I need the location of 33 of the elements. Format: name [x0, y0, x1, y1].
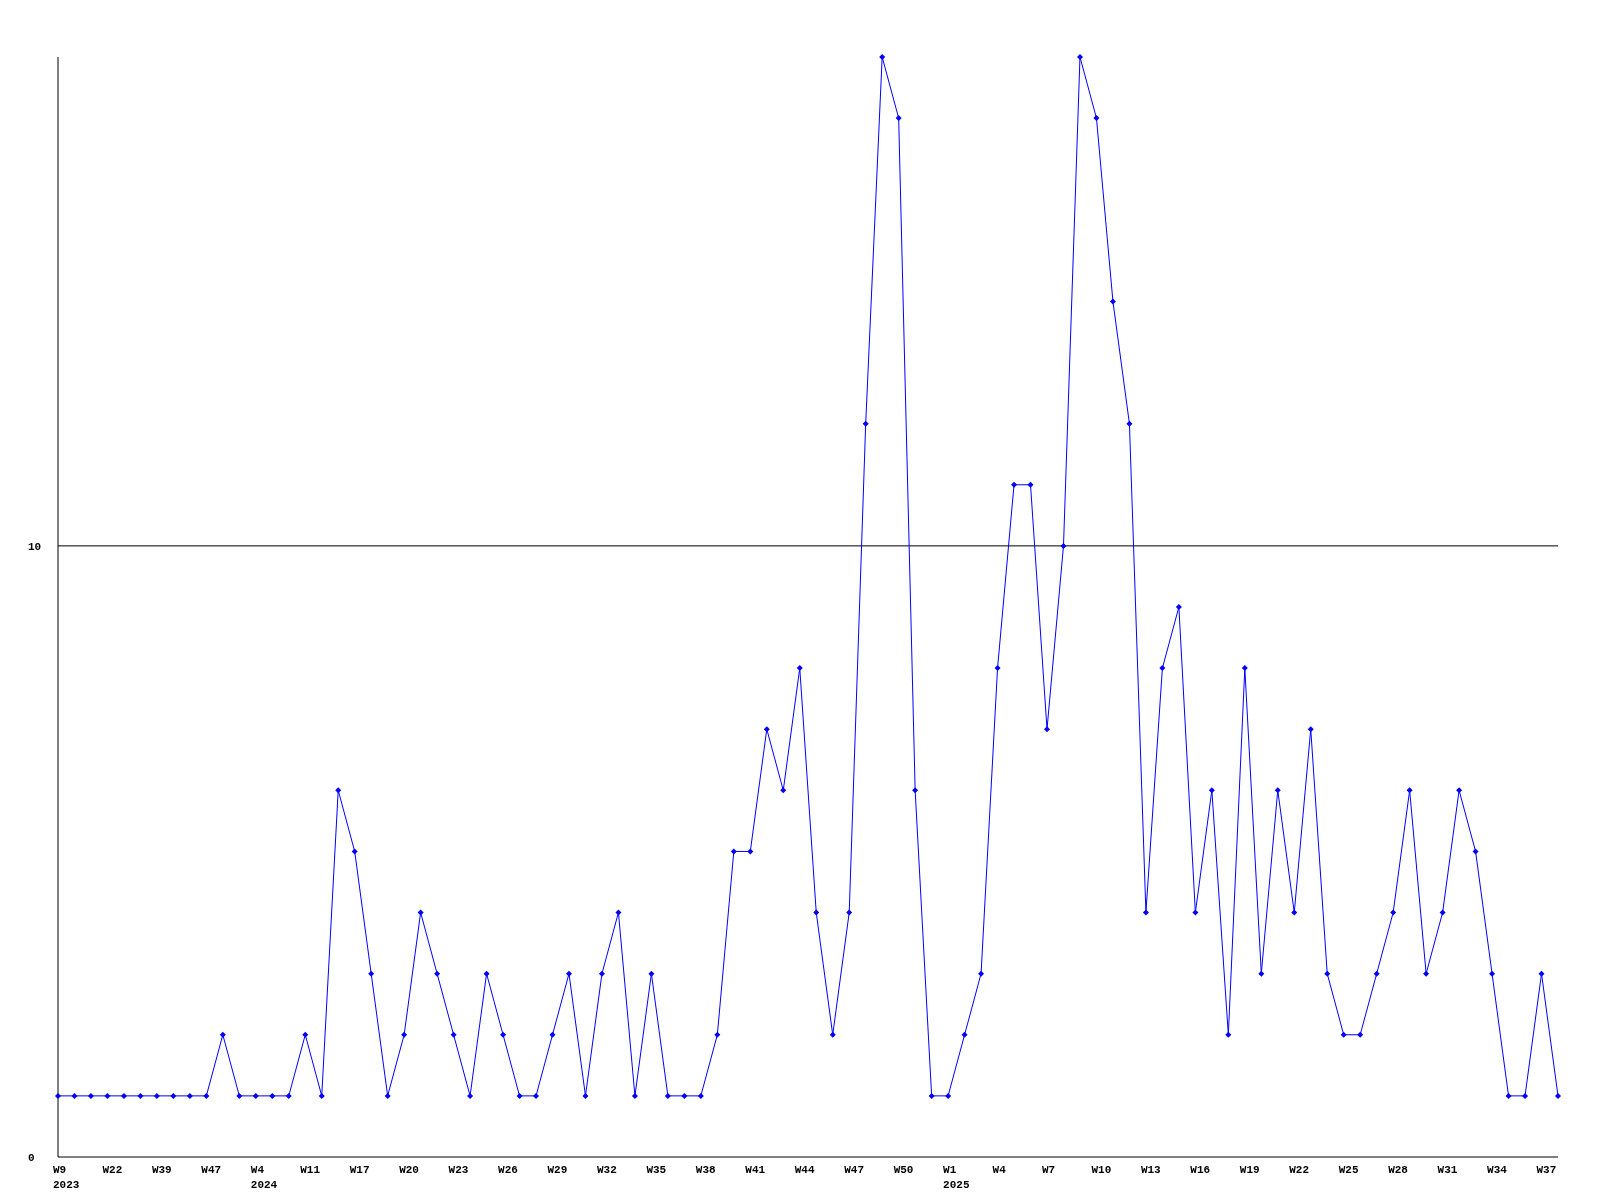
y-tick-label: 0	[28, 1151, 35, 1164]
x-tick-label: W11	[300, 1164, 321, 1176]
x-tick-label: W29	[547, 1164, 568, 1176]
x-tick-label: W47	[201, 1164, 222, 1176]
x-tick-label: W34	[1487, 1164, 1508, 1176]
x-tick-label: W39	[151, 1164, 172, 1176]
x-tick-label: W4 2024	[250, 1164, 278, 1191]
x-tick-label: W38	[695, 1164, 717, 1176]
x-tick-label: W20	[399, 1164, 419, 1176]
x-tick-label: W41	[745, 1164, 766, 1176]
x-tick-label: W25	[1338, 1164, 1359, 1176]
x-tick-label: W9 2023	[53, 1164, 80, 1191]
x-tick-label: W37	[1536, 1164, 1557, 1176]
x-tick-label: W22	[102, 1164, 123, 1176]
y-tick-label: 10	[28, 540, 42, 553]
x-tick-label: W16	[1190, 1164, 1211, 1176]
x-tick-label: W4	[992, 1164, 1007, 1176]
x-tick-label: W10	[1091, 1164, 1112, 1176]
x-tick-label: W31	[1437, 1164, 1458, 1176]
x-tick-label: W22	[1289, 1164, 1310, 1176]
x-tick-label: W47	[844, 1164, 865, 1176]
x-tick-label: W32	[596, 1164, 617, 1176]
x-tick-label: W26	[498, 1164, 518, 1176]
x-tick-label: W35	[646, 1164, 667, 1176]
x-tick-label: W17	[349, 1164, 370, 1176]
x-tick-label: W19	[1239, 1164, 1260, 1176]
x-tick-label: W13	[1140, 1164, 1162, 1176]
x-tick-label: W50	[893, 1164, 914, 1176]
x-tick-label: W1 2025	[943, 1164, 970, 1191]
x-tick-label: W7	[1042, 1164, 1056, 1176]
x-tick-label: W23	[448, 1164, 469, 1176]
x-tick-label: W28	[1388, 1164, 1409, 1176]
x-tick-label: W44	[794, 1164, 815, 1176]
